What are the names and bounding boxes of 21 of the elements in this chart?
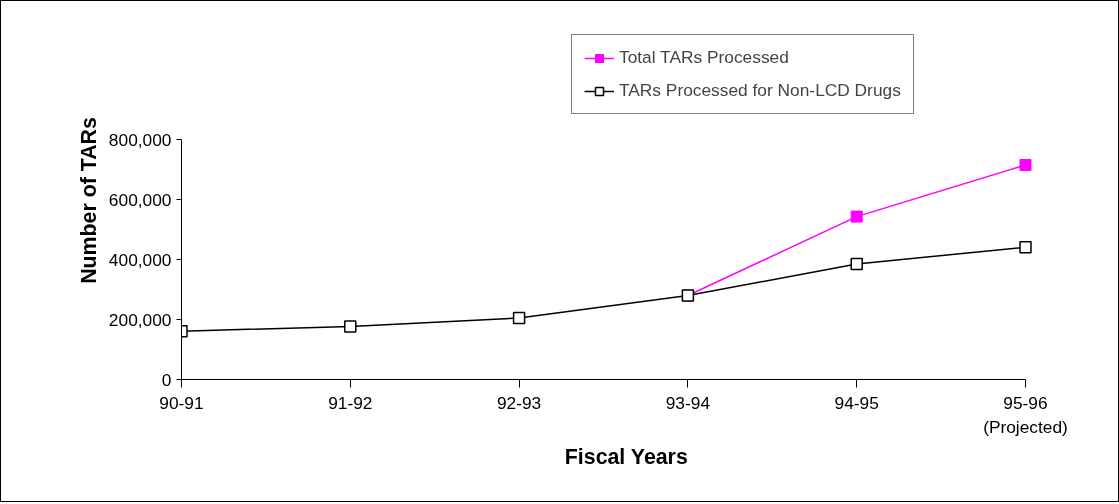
point [1019,240,1032,254]
y-tick-label: 0 [161,369,172,390]
legend-label: Total TARs Processed [619,47,789,68]
x-tick-label: 90-91 [159,392,204,413]
x-tick-label: 95-96 (Projected) [983,392,1068,437]
point [850,257,863,271]
x-tick-label: 92-93 [496,392,542,413]
x-tick-label: 93-94 [665,392,711,413]
x-axis-title: Fiscal Years [564,444,688,469]
x-tick-label: 94-95 [834,392,879,413]
point [344,320,357,333]
y-tick-label: 800,000 [108,129,172,150]
y-axis-title: Number of TARs [76,117,101,284]
point [512,311,526,325]
legend-label: TARs Processed for Non-LCD Drugs [619,80,901,101]
x-tick-label: 91-92 [328,392,373,413]
y-tick-label: 600,000 [108,189,172,210]
y-tick-label: 400,000 [108,249,172,270]
y-tick-label: 200,000 [108,309,172,330]
point [1019,159,1032,171]
point [850,210,863,223]
